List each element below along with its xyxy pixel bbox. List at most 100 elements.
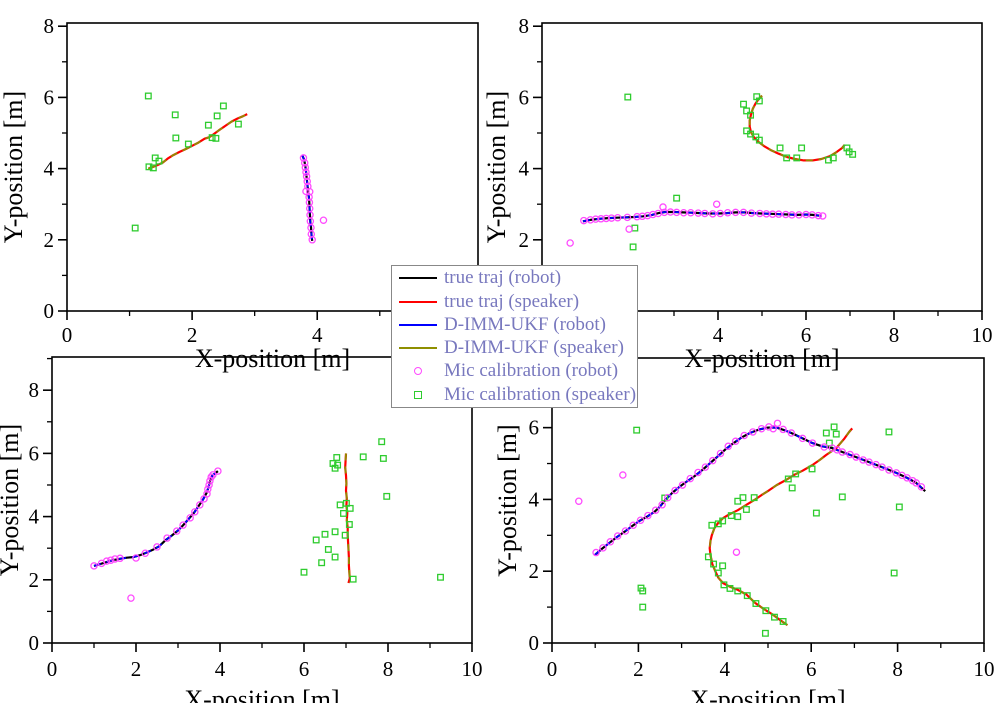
mic-speaker-square	[714, 569, 722, 577]
mic-speaker-square	[783, 154, 791, 162]
mic-robot-circle	[912, 479, 920, 487]
mic-speaker-square	[704, 553, 712, 561]
mic-speaker-square	[329, 460, 337, 467]
ukf-trajectory-robot	[594, 426, 926, 556]
mic-speaker-square	[808, 465, 816, 473]
x-axis-title: X-position [m]	[195, 344, 350, 373]
x-tick-label: 8	[892, 657, 903, 681]
mic-speaker-square	[336, 501, 344, 509]
mic-robot-circle	[623, 213, 632, 222]
mic-robot-circle	[586, 216, 595, 224]
mic-speaker-square	[324, 546, 332, 553]
mic-speaker-square	[829, 154, 837, 162]
mic-robot-circle	[820, 443, 828, 451]
mic-robot-circle	[779, 425, 787, 434]
mic-robot-circle	[749, 428, 757, 436]
mic-calibration-robot-points	[299, 154, 328, 244]
mic-robot-circle	[672, 208, 681, 217]
mic-speaker-square	[171, 111, 179, 119]
true-trajectory-speaker	[708, 427, 854, 627]
mic-robot-circle	[301, 163, 310, 172]
mic-robot-circle	[917, 483, 926, 491]
mic-speaker-square	[747, 111, 755, 119]
mic-robot-circle	[828, 444, 837, 452]
legend-entry-label: true traj (speaker)	[444, 290, 580, 312]
mic-robot-circle	[204, 485, 212, 493]
mic-calibration-speaker-points	[633, 423, 903, 637]
x-axis-title: X-position [m]	[184, 685, 339, 703]
x-tick-label: 0	[62, 323, 73, 347]
mic-speaker-square	[755, 97, 763, 105]
mic-speaker-square	[830, 423, 838, 431]
legend-entry-label: D-IMM-UKF (speaker)	[444, 337, 624, 359]
true-trajectory-robot	[93, 470, 219, 567]
mic-robot-circle	[716, 209, 724, 218]
mic-robot-circle	[712, 200, 721, 208]
mic-robot-circle	[651, 506, 660, 514]
x-tick-label: 10	[462, 657, 483, 681]
y-tick-label: 4	[519, 157, 530, 181]
mic-robot-circle	[302, 168, 310, 176]
mic-speaker-square	[726, 584, 734, 592]
mic-robot-circle	[305, 193, 313, 201]
mic-speaker-square	[321, 530, 329, 538]
mic-speaker-square	[379, 454, 387, 462]
mic-speaker-square	[771, 613, 778, 621]
mic-speaker-square	[318, 559, 326, 567]
mic-speaker-square	[631, 224, 639, 232]
mic-speaker-square	[822, 429, 830, 437]
mic-speaker-square	[212, 134, 220, 142]
mic-speaker-square	[383, 492, 391, 500]
mic-speaker-square	[779, 618, 787, 625]
mic-robot-circle	[788, 211, 796, 219]
mic-speaker-square	[719, 562, 727, 570]
mic-robot-circle	[701, 463, 710, 471]
plot-frame	[66, 22, 479, 312]
mic-robot-circle	[872, 460, 880, 469]
mic-speaker-square	[812, 509, 820, 517]
mic-speaker-square	[234, 120, 242, 128]
x-tick-label: 8	[383, 657, 394, 681]
mic-speaker-square	[752, 600, 760, 607]
mic-speaker-square	[378, 438, 386, 446]
mic-robot-circle	[111, 555, 119, 563]
mic-robot-circle	[625, 225, 633, 233]
mic-robot-circle	[592, 548, 600, 557]
mic-robot-circle	[678, 481, 687, 489]
mic-speaker-square	[750, 494, 758, 502]
mic-robot-circle	[90, 562, 98, 570]
mic-calibration-speaker-points	[624, 93, 857, 251]
true-trajectory-speaker	[147, 113, 248, 170]
mic-speaker-square	[333, 454, 341, 461]
mic-robot-circle	[602, 214, 610, 223]
mic-robot-circle	[116, 554, 124, 563]
mic-robot-circle	[606, 538, 615, 546]
mic-robot-circle	[566, 239, 574, 247]
x-tick-label: 6	[801, 323, 812, 347]
mic-speaker-square	[832, 430, 840, 438]
mic-robot-circle	[575, 497, 583, 505]
mic-robot-circle	[732, 548, 741, 556]
mic-speaker-square	[792, 470, 800, 478]
mic-robot-circle	[716, 449, 725, 458]
mic-robot-circle	[127, 594, 135, 602]
ukf-trajectory-speaker	[344, 453, 351, 584]
mic-speaker-square	[172, 134, 180, 142]
mic-speaker-square	[149, 164, 157, 172]
x-tick-label: 8	[889, 323, 900, 347]
mic-robot-circle	[613, 213, 622, 222]
mic-robot-circle	[141, 549, 149, 557]
mic-speaker-square	[720, 581, 728, 589]
legend-line-swatch-icon	[395, 300, 441, 303]
legend-entry-4: Mic calibration (robot)	[392, 360, 637, 382]
mic-robot-circle	[179, 521, 187, 529]
x-tick-label: 0	[547, 657, 558, 681]
ukf-trajectory-robot	[93, 470, 219, 567]
mic-robot-circle	[172, 527, 181, 535]
mic-robot-circle	[209, 471, 217, 479]
mic-robot-circle	[731, 208, 740, 217]
swatch-shape	[414, 390, 422, 399]
mic-robot-circle	[299, 154, 308, 162]
mic-speaker-square	[762, 607, 770, 615]
mic-speaker-square	[727, 512, 735, 520]
